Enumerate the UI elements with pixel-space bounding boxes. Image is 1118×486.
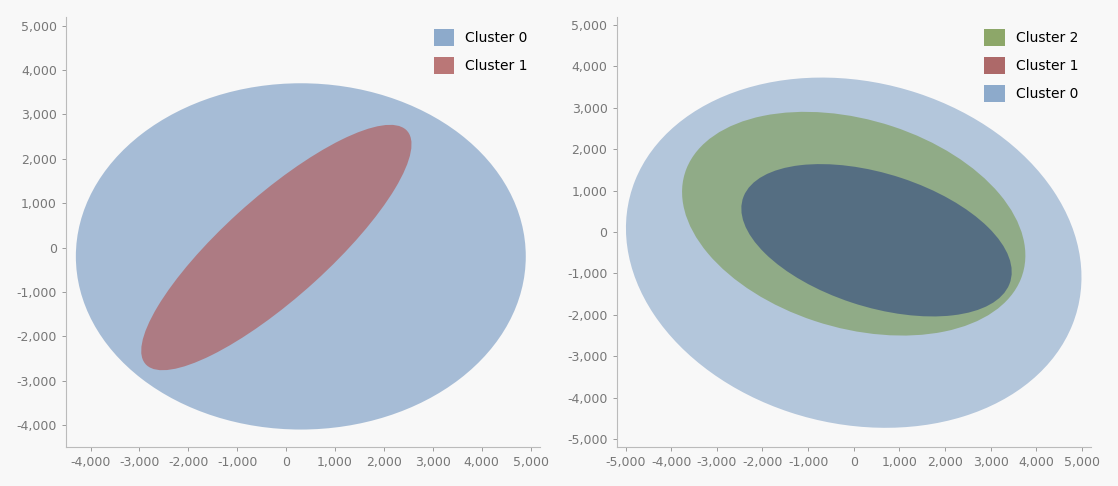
Ellipse shape [741, 164, 1012, 316]
Legend: Cluster 0, Cluster 1: Cluster 0, Cluster 1 [428, 24, 533, 80]
Legend: Cluster 2, Cluster 1, Cluster 0: Cluster 2, Cluster 1, Cluster 0 [978, 24, 1084, 108]
Ellipse shape [682, 112, 1025, 335]
Ellipse shape [626, 78, 1081, 428]
Ellipse shape [76, 83, 525, 430]
Ellipse shape [141, 125, 411, 370]
